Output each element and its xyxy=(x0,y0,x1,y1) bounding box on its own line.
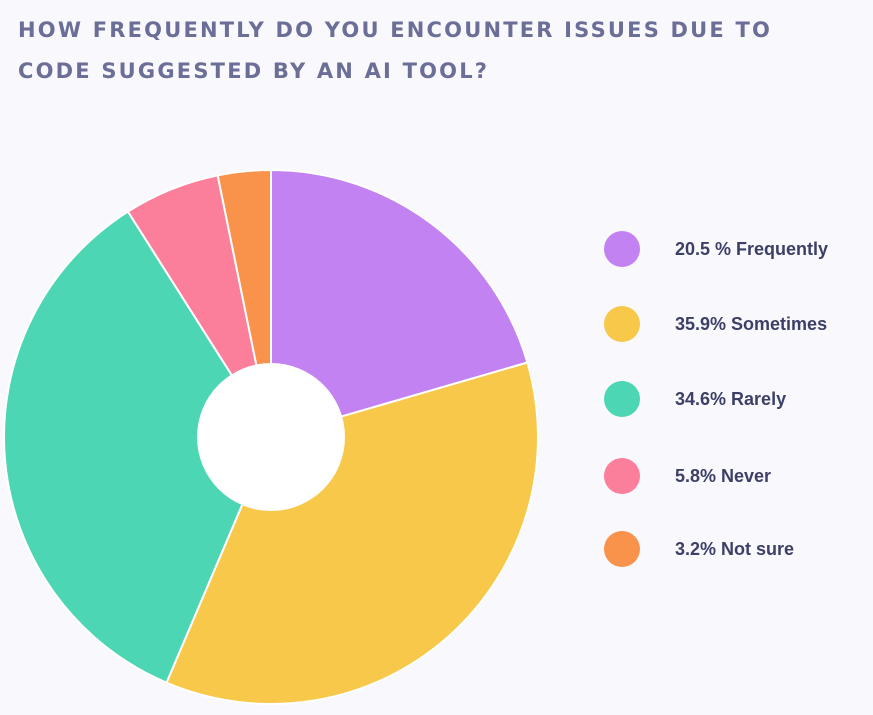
chart-title-line-2: CODE SUGGESTED BY AN AI TOOL? xyxy=(18,59,490,83)
legend-swatch-not-sure xyxy=(604,531,640,567)
legend-item-frequently: 20.5 % Frequently xyxy=(604,230,828,268)
legend-item-not-sure: 3.2% Not sure xyxy=(604,530,794,568)
legend-item-rarely: 34.6% Rarely xyxy=(604,380,786,418)
legend-item-never: 5.8% Never xyxy=(604,457,771,495)
pie-slice-sometimes xyxy=(165,361,539,705)
legend-item-sometimes: 35.9% Sometimes xyxy=(604,305,827,343)
chart-title: HOW FREQUENTLY DO YOU ENCOUNTER ISSUES D… xyxy=(18,10,858,92)
chart-title-line-1: HOW FREQUENTLY DO YOU ENCOUNTER ISSUES D… xyxy=(18,18,773,42)
legend-label-not-sure: 3.2% Not sure xyxy=(675,538,795,559)
legend-label-rarely: 34.6% Rarely xyxy=(675,388,787,409)
legend-label-sometimes: 35.9% Sometimes xyxy=(675,313,828,334)
legend-swatch-sometimes xyxy=(604,306,640,342)
pie-slice-rarely xyxy=(2,210,272,684)
pie-slice-frequently xyxy=(270,169,529,438)
legend-swatch-never xyxy=(604,458,640,494)
legend-label-frequently: 20.5 % Frequently xyxy=(675,238,829,259)
donut-hole xyxy=(197,363,345,511)
legend-label-never: 5.8% Never xyxy=(675,465,772,486)
legend-swatch-rarely xyxy=(604,381,640,417)
legend-swatch-frequently xyxy=(604,231,640,267)
chart-legend: 20.5 % Frequently 35.9% Sometimes 34.6% … xyxy=(604,0,873,715)
